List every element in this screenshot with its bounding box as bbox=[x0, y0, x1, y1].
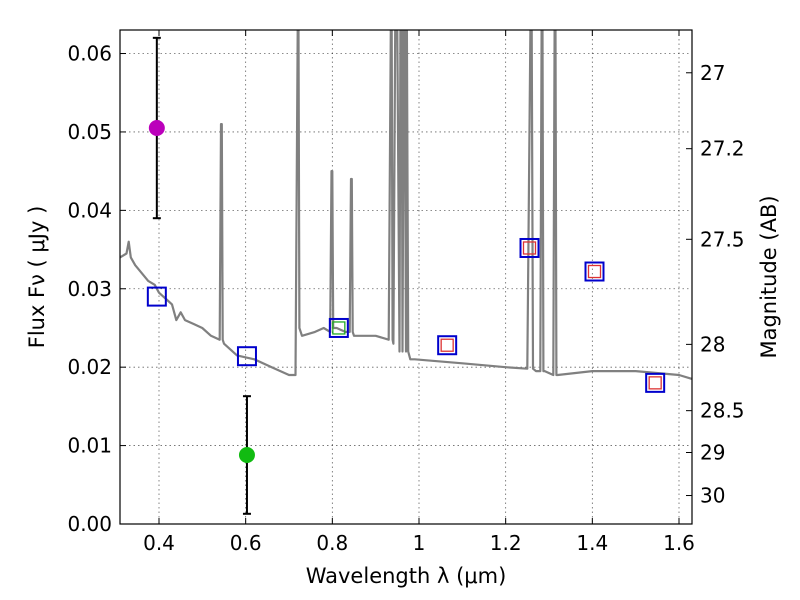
model-photometry-square bbox=[584, 261, 605, 282]
y-tick-label: 0.02 bbox=[67, 355, 112, 379]
y-tick-label: 0.00 bbox=[67, 512, 112, 536]
x-tick-label: 0.8 bbox=[316, 531, 348, 555]
observed-band-square bbox=[587, 264, 602, 279]
observed-band-square bbox=[332, 321, 346, 335]
model-spectrum-line bbox=[120, 30, 692, 380]
model-photometry-square bbox=[519, 237, 540, 258]
y-tick-label: 0.05 bbox=[67, 120, 112, 144]
y2-axis-ticks: 27 27.2 27.5 28 28.5 29 30 bbox=[686, 61, 745, 508]
y2-tick-label: 28.5 bbox=[700, 399, 745, 423]
y2-tick-label: 27.2 bbox=[700, 137, 745, 161]
model-photometry-square bbox=[236, 346, 257, 367]
y2-tick-label: 27 bbox=[700, 61, 725, 85]
model-photometry-square bbox=[437, 335, 458, 356]
plot-frame bbox=[119, 29, 693, 525]
y-tick-label: 0.03 bbox=[67, 277, 112, 301]
y2-tick-label: 27.5 bbox=[700, 227, 745, 251]
photometry-layer bbox=[146, 237, 666, 393]
y-tick-label: 0.01 bbox=[67, 434, 112, 458]
y2-tick-label: 30 bbox=[700, 484, 725, 508]
y-axis-ticks: 0.00 0.01 0.02 0.03 0.04 0.05 0.06 bbox=[67, 42, 126, 536]
y2-tick-label: 28 bbox=[700, 332, 725, 356]
y2-axis-label: Magnitude (AB) bbox=[757, 195, 781, 358]
y-tick-label: 0.06 bbox=[67, 42, 112, 66]
x-tick-label: 1.2 bbox=[490, 531, 522, 555]
y2-tick-label: 29 bbox=[700, 440, 725, 464]
observed-layer bbox=[148, 120, 255, 463]
observed-band-square bbox=[522, 241, 537, 255]
model-photometry-square bbox=[328, 317, 349, 338]
model-photometry-square bbox=[146, 286, 167, 307]
y-tick-label: 0.04 bbox=[67, 198, 112, 222]
x-tick-label: 1.6 bbox=[663, 531, 695, 555]
errorbar-layer bbox=[152, 36, 251, 515]
x-axis-ticks: 0.4 0.6 0.8 1 1.2 1.4 1.6 bbox=[143, 30, 695, 555]
model-photometry-square bbox=[645, 372, 666, 393]
observed-band-square bbox=[648, 376, 662, 390]
x-tick-label: 1 bbox=[413, 531, 426, 555]
observed-band-square bbox=[440, 338, 454, 352]
x-axis-label: Wavelength λ (μm) bbox=[306, 564, 507, 588]
observed-flux-point bbox=[148, 120, 165, 137]
x-tick-label: 1.4 bbox=[576, 531, 608, 555]
y-axis-label: Flux Fν ( μJy ) bbox=[25, 206, 49, 349]
x-tick-label: 0.6 bbox=[230, 531, 262, 555]
x-tick-label: 0.4 bbox=[143, 531, 175, 555]
observed-flux-point bbox=[238, 446, 255, 463]
